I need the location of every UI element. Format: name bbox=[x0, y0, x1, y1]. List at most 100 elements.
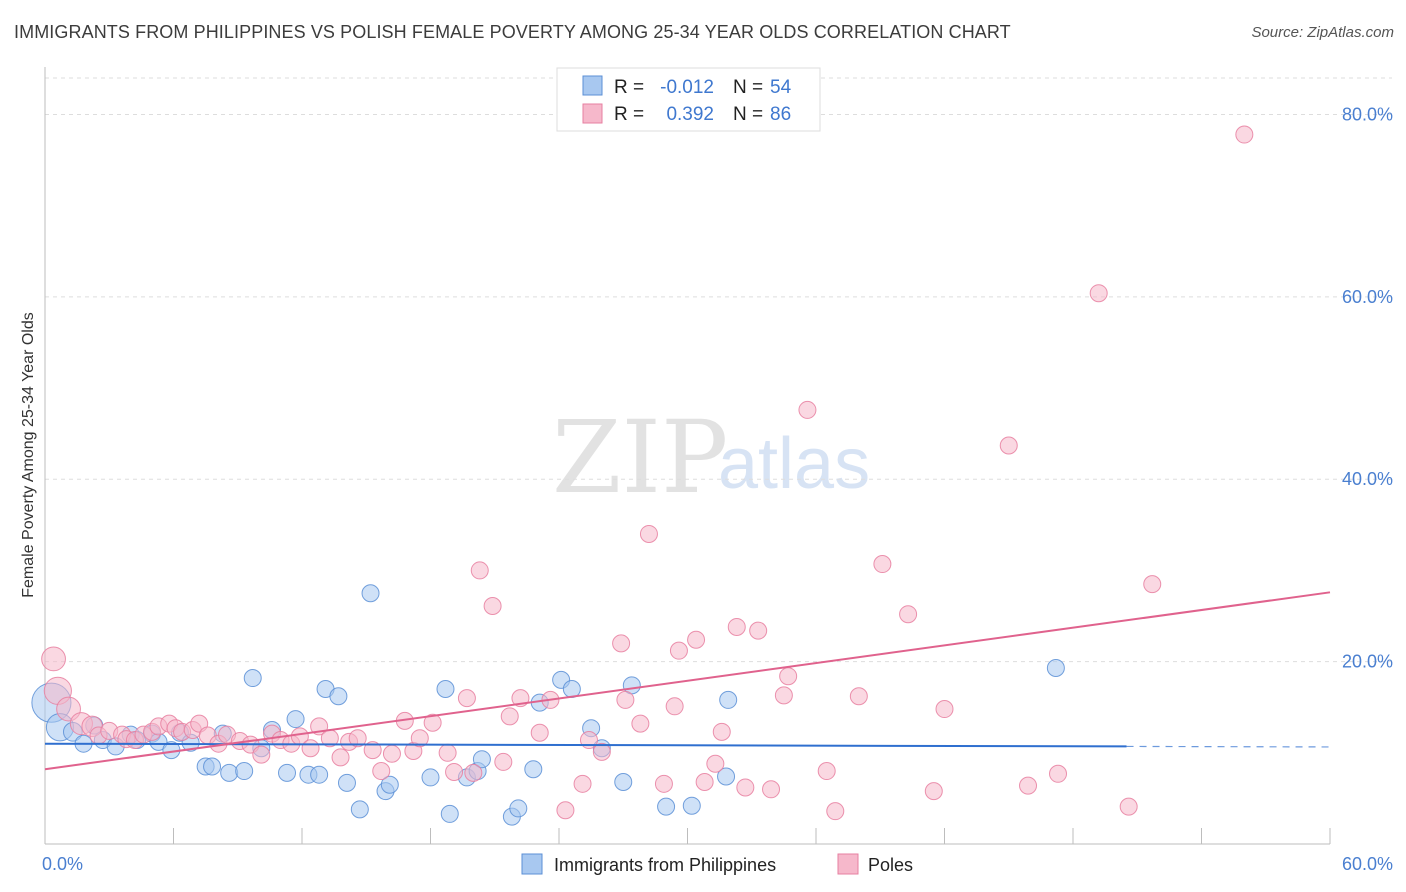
point-poles bbox=[706, 754, 725, 773]
point-poles bbox=[423, 713, 442, 732]
bottom-legend-swatch-blue bbox=[521, 853, 543, 875]
point-poles bbox=[762, 780, 781, 799]
point-poles bbox=[438, 743, 457, 762]
point-poles bbox=[1119, 797, 1138, 816]
x-tick-min: 0.0% bbox=[42, 854, 83, 874]
point-philippines bbox=[380, 775, 399, 794]
legend-n-value-2: 86 bbox=[770, 104, 791, 125]
point-poles bbox=[924, 782, 943, 801]
y-tick-labels: 20.0% 40.0% 60.0% 80.0% bbox=[1342, 104, 1393, 671]
point-poles bbox=[631, 714, 650, 733]
trend-line-poles bbox=[44, 591, 1331, 771]
point-philippines bbox=[524, 760, 543, 779]
point-poles bbox=[669, 641, 688, 660]
point-poles bbox=[556, 801, 575, 820]
point-philippines bbox=[310, 765, 329, 784]
point-poles bbox=[817, 762, 836, 781]
point-poles bbox=[252, 745, 271, 764]
trend-line-philippines-extension bbox=[1126, 745, 1331, 748]
point-poles bbox=[779, 667, 798, 686]
point-philippines bbox=[361, 584, 380, 603]
point-poles bbox=[1049, 764, 1068, 783]
point-poles bbox=[695, 772, 714, 791]
point-poles bbox=[612, 634, 631, 653]
point-philippines bbox=[278, 763, 297, 782]
point-poles bbox=[301, 739, 320, 758]
point-philippines bbox=[682, 796, 701, 815]
point-poles bbox=[41, 646, 66, 672]
legend-r-value-2: 0.392 bbox=[666, 104, 714, 125]
watermark-zip: ZIP bbox=[552, 399, 728, 516]
point-poles bbox=[1089, 284, 1108, 303]
point-poles bbox=[348, 729, 367, 748]
trend-lines bbox=[44, 591, 1331, 771]
point-poles bbox=[530, 723, 549, 742]
point-philippines bbox=[614, 772, 633, 791]
point-poles bbox=[639, 524, 658, 543]
y-tick-label: 20.0% bbox=[1342, 652, 1393, 672]
point-poles bbox=[849, 687, 868, 706]
point-poles bbox=[410, 729, 429, 748]
point-poles bbox=[445, 762, 464, 781]
legend-n-value-1: 54 bbox=[770, 77, 792, 98]
bottom-legend-label-blue: Immigrants from Philippines bbox=[554, 855, 776, 875]
point-poles bbox=[727, 617, 746, 636]
point-poles bbox=[483, 596, 502, 615]
point-poles bbox=[1019, 776, 1038, 795]
y-axis-label: Female Poverty Among 25-34 Year Olds bbox=[20, 312, 37, 598]
bottom-legend-label-pink: Poles bbox=[868, 855, 913, 875]
point-philippines bbox=[235, 762, 254, 781]
point-poles bbox=[712, 722, 731, 741]
chart-title: IMMIGRANTS FROM PHILIPPINES VS POLISH FE… bbox=[14, 22, 1011, 42]
y-tick-label: 40.0% bbox=[1342, 469, 1393, 489]
point-philippines bbox=[436, 679, 455, 698]
point-philippines bbox=[243, 669, 262, 688]
point-poles bbox=[826, 802, 845, 821]
point-poles bbox=[1143, 575, 1162, 594]
legend-n-label-2: N = bbox=[733, 104, 763, 125]
point-poles bbox=[616, 690, 635, 709]
point-poles bbox=[665, 697, 684, 716]
point-poles bbox=[899, 605, 918, 624]
point-poles bbox=[654, 774, 673, 793]
point-poles bbox=[331, 748, 350, 767]
point-poles bbox=[749, 621, 768, 640]
legend-n-label-1: N = bbox=[733, 77, 763, 98]
legend-r-label-2: R = bbox=[614, 104, 644, 125]
point-poles bbox=[873, 555, 892, 574]
point-philippines bbox=[337, 773, 356, 792]
point-poles bbox=[494, 752, 513, 771]
point-poles bbox=[774, 686, 793, 705]
legend-swatch-blue bbox=[582, 75, 603, 96]
legend-box: R = -0.012 N = 54 R = 0.392 N = 86 bbox=[556, 67, 821, 132]
source-credit: Source: ZipAtlas.com bbox=[1251, 24, 1394, 41]
bottom-legend: Immigrants from Philippines Poles bbox=[521, 853, 913, 875]
point-philippines bbox=[657, 797, 676, 816]
bottom-legend-swatch-pink bbox=[837, 853, 859, 875]
y-tick-label: 80.0% bbox=[1342, 104, 1393, 124]
point-poles bbox=[935, 700, 954, 719]
point-poles bbox=[736, 778, 755, 797]
y-tick-label: 60.0% bbox=[1342, 287, 1393, 307]
point-philippines bbox=[220, 763, 239, 782]
point-poles bbox=[457, 689, 476, 708]
point-poles bbox=[999, 436, 1018, 455]
point-philippines bbox=[350, 800, 369, 819]
watermark-atlas: atlas bbox=[718, 424, 870, 504]
point-philippines bbox=[1046, 659, 1065, 678]
point-philippines bbox=[203, 757, 222, 776]
series-poles-points bbox=[41, 125, 1254, 821]
x-tick-max: 60.0% bbox=[1342, 854, 1393, 874]
point-philippines bbox=[286, 710, 305, 729]
legend-swatch-pink bbox=[582, 103, 603, 124]
point-poles bbox=[592, 742, 611, 761]
point-philippines bbox=[717, 767, 736, 786]
point-poles bbox=[1235, 125, 1254, 144]
point-poles bbox=[470, 561, 489, 580]
point-philippines bbox=[719, 690, 738, 709]
point-philippines bbox=[440, 804, 459, 823]
point-poles bbox=[464, 763, 483, 782]
point-philippines bbox=[472, 750, 491, 769]
point-poles bbox=[382, 744, 401, 763]
